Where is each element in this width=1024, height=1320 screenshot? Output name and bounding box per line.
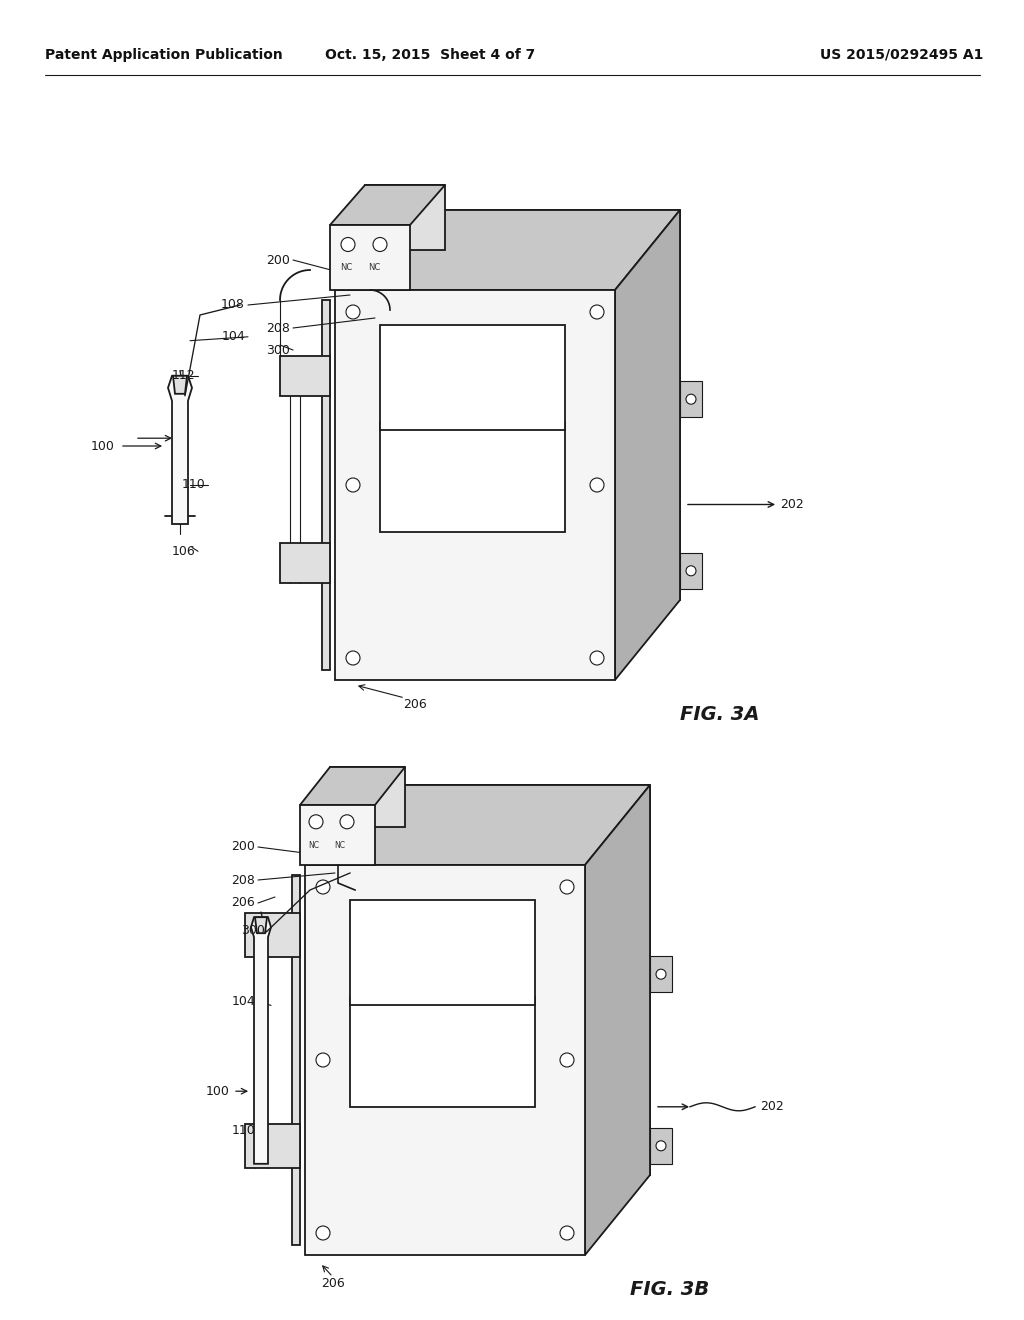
Polygon shape (305, 785, 650, 865)
Polygon shape (370, 785, 650, 1175)
Text: 300: 300 (241, 924, 265, 936)
Text: Patent Application Publication: Patent Application Publication (45, 48, 283, 62)
Circle shape (590, 478, 604, 492)
Text: 200: 200 (231, 841, 255, 854)
Text: 206: 206 (403, 698, 427, 711)
Circle shape (686, 566, 696, 576)
Polygon shape (400, 210, 680, 601)
Polygon shape (330, 767, 406, 828)
Circle shape (346, 478, 360, 492)
Circle shape (590, 305, 604, 319)
Polygon shape (585, 785, 650, 1255)
Bar (350, 900, 535, 1005)
Polygon shape (251, 917, 271, 1164)
Text: 110: 110 (231, 1123, 255, 1137)
Polygon shape (255, 917, 267, 933)
Text: FIG. 3A: FIG. 3A (680, 705, 760, 723)
Circle shape (309, 814, 323, 829)
Text: 106: 106 (171, 545, 195, 558)
Text: 100: 100 (206, 1085, 230, 1098)
Text: 208: 208 (266, 322, 290, 334)
Text: 300: 300 (266, 343, 290, 356)
Text: 104: 104 (221, 330, 245, 343)
Text: NC: NC (340, 263, 352, 272)
Circle shape (590, 651, 604, 665)
Bar (380, 325, 565, 430)
Polygon shape (365, 185, 445, 249)
Bar (350, 997, 535, 1106)
Polygon shape (650, 956, 672, 993)
Polygon shape (680, 381, 702, 417)
Circle shape (656, 969, 666, 979)
Text: 208: 208 (231, 874, 255, 887)
Circle shape (341, 238, 355, 252)
Polygon shape (245, 1123, 300, 1168)
Polygon shape (280, 543, 330, 583)
Polygon shape (300, 805, 375, 865)
Circle shape (340, 814, 354, 829)
Polygon shape (173, 376, 187, 393)
Circle shape (316, 1053, 330, 1067)
Polygon shape (680, 553, 702, 589)
Text: NC: NC (308, 841, 319, 850)
Circle shape (346, 305, 360, 319)
Circle shape (686, 395, 696, 404)
Circle shape (373, 238, 387, 252)
Bar (380, 422, 565, 532)
Text: 104: 104 (231, 995, 255, 1008)
Circle shape (316, 880, 330, 894)
Circle shape (316, 1226, 330, 1239)
Polygon shape (650, 1127, 672, 1164)
Text: NC: NC (334, 841, 345, 850)
Polygon shape (280, 356, 330, 396)
Polygon shape (300, 767, 406, 805)
Polygon shape (615, 210, 680, 680)
Polygon shape (305, 865, 585, 1255)
Polygon shape (330, 224, 410, 290)
Text: 202: 202 (780, 498, 804, 511)
Polygon shape (335, 210, 680, 290)
Text: 112: 112 (171, 370, 195, 383)
Polygon shape (330, 185, 445, 224)
Circle shape (656, 1140, 666, 1151)
Circle shape (560, 1226, 574, 1239)
Circle shape (560, 880, 574, 894)
Text: 100: 100 (91, 440, 115, 453)
Text: FIG. 3B: FIG. 3B (630, 1280, 710, 1299)
Text: 206: 206 (231, 896, 255, 909)
Text: 110: 110 (181, 479, 205, 491)
Bar (322, 300, 330, 671)
Text: US 2015/0292495 A1: US 2015/0292495 A1 (820, 48, 983, 62)
Bar (292, 875, 300, 1245)
Polygon shape (335, 290, 615, 680)
Text: 206: 206 (322, 1276, 345, 1290)
Polygon shape (168, 376, 193, 524)
Text: 108: 108 (221, 298, 245, 312)
Polygon shape (245, 913, 300, 957)
Circle shape (560, 1053, 574, 1067)
Text: NC: NC (368, 263, 380, 272)
Text: 200: 200 (266, 253, 290, 267)
Circle shape (346, 651, 360, 665)
Text: 202: 202 (760, 1101, 783, 1113)
Text: Oct. 15, 2015  Sheet 4 of 7: Oct. 15, 2015 Sheet 4 of 7 (325, 48, 536, 62)
